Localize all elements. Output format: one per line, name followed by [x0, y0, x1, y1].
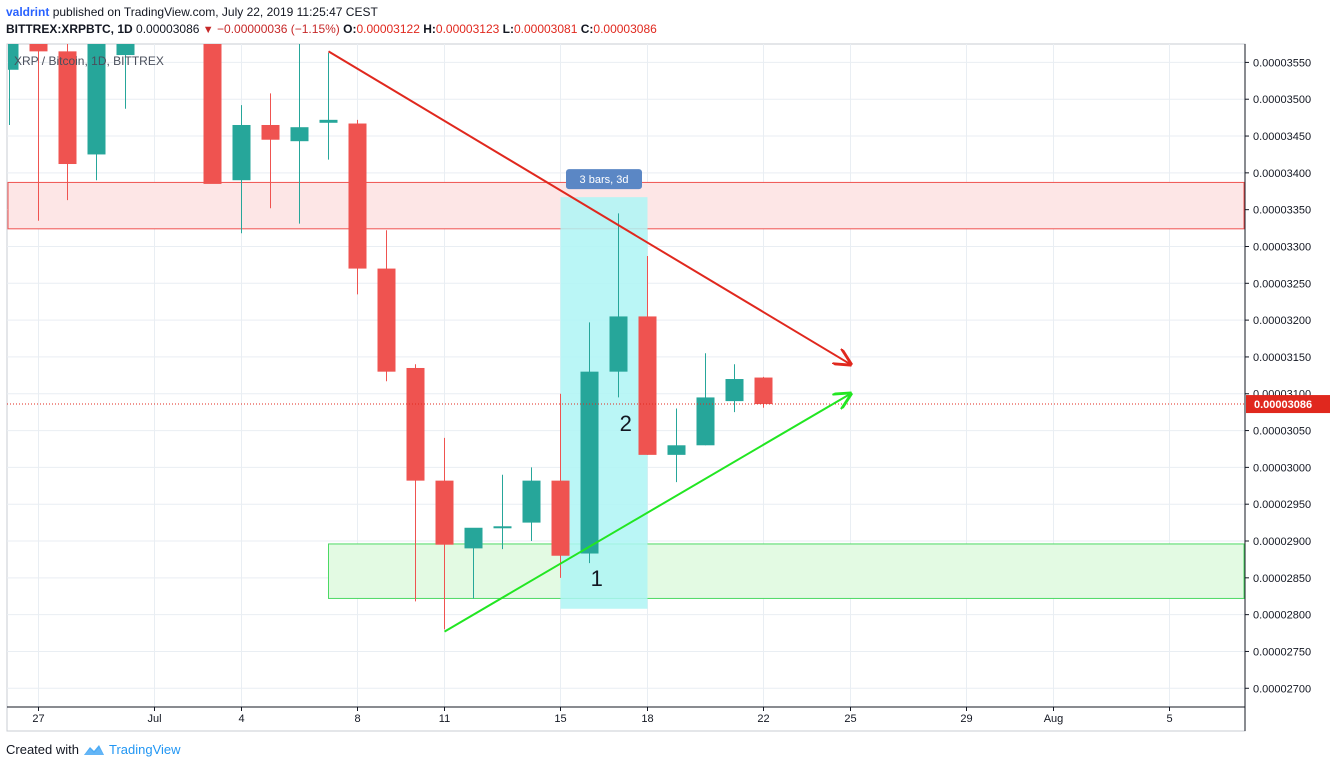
- x-tick-label: 5: [1166, 713, 1172, 725]
- x-tick-label: Aug: [1044, 713, 1064, 725]
- open-label: O:: [343, 22, 357, 36]
- y-tick-label: 0.00003300: [1253, 241, 1311, 253]
- open-value: 0.00003122: [356, 22, 420, 36]
- y-tick-label: 0.00003400: [1253, 168, 1311, 180]
- range-label-box: [566, 169, 642, 190]
- x-tick-label: 22: [757, 713, 769, 725]
- y-tick-label: 0.00002700: [1253, 683, 1311, 695]
- close-label: C:: [580, 22, 594, 36]
- last-price-tag: [1246, 395, 1330, 414]
- candle-down: [261, 124, 280, 140]
- downtrend-line: [327, 50, 851, 364]
- candle-up: [464, 527, 483, 549]
- x-tick-label: 8: [354, 713, 360, 725]
- candle-up: [290, 127, 309, 142]
- candle-up: [667, 445, 686, 455]
- publish-text: published on TradingView.com, July 22, 2…: [52, 5, 378, 19]
- footer: Created with TradingView: [6, 742, 181, 757]
- author-name[interactable]: valdrint: [6, 5, 50, 19]
- ticker-info: BITTREX:XRPBTC, 1D 0.00003086 ▼ −0.00000…: [6, 21, 657, 38]
- candle-up: [87, 44, 106, 155]
- x-tick-label: 11: [439, 713, 450, 725]
- range-label: 3 bars, 3d: [580, 174, 629, 186]
- y-tick-label: 0.00003350: [1253, 205, 1311, 217]
- tradingview-link[interactable]: TradingView: [108, 742, 181, 757]
- candle-down: [406, 367, 425, 481]
- y-tick-label: 0.00003250: [1253, 278, 1311, 290]
- uptrend-line: [443, 394, 851, 633]
- low-value: 0.00003081: [513, 22, 578, 36]
- y-tick-label: 0.00002850: [1253, 573, 1311, 585]
- high-value: 0.00003123: [435, 22, 500, 36]
- candle-up: [8, 44, 19, 70]
- y-tick-label: 0.00003150: [1253, 352, 1311, 364]
- last-price: 0.00003086: [136, 22, 200, 36]
- candle-down: [551, 480, 570, 556]
- created-with-text: Created with: [6, 742, 79, 757]
- down-triangle-icon: ▼: [202, 24, 214, 36]
- x-tick-label: 27: [32, 713, 44, 725]
- symbol: BITTREX:XRPBTC, 1D: [6, 22, 133, 36]
- x-tick-label: Jul: [147, 713, 161, 725]
- trend-lines: 12: [7, 50, 1245, 633]
- candle-down: [348, 123, 367, 269]
- candle-up: [522, 480, 541, 523]
- y-tick-label: 0.00003000: [1253, 462, 1311, 474]
- low-label: L:: [502, 22, 514, 36]
- x-tick-label: 18: [641, 713, 653, 725]
- y-tick-label: 0.00003050: [1253, 426, 1311, 438]
- high-label: H:: [423, 22, 436, 36]
- x-tick-label: 25: [844, 713, 856, 725]
- axes: 0.00002700 0.00002750 0.00002800 0.00002850…: [7, 44, 1330, 731]
- candle-down: [377, 268, 396, 372]
- y-tick-label: 0.00003550: [1253, 57, 1311, 69]
- wave-label-1: 1: [591, 566, 603, 591]
- candle-down: [435, 480, 454, 545]
- tradingview-logo-icon: [83, 744, 104, 755]
- y-tick-label: 0.00003500: [1253, 94, 1311, 106]
- candle-up: [232, 124, 251, 181]
- wave-label-2: 2: [620, 411, 632, 436]
- chart-title: XRP / Bitcoin, 1D, BITTREX: [14, 54, 164, 68]
- y-tick-label: 0.00003450: [1253, 131, 1311, 143]
- candle-up: [609, 316, 628, 372]
- candle-down: [638, 316, 657, 455]
- candle-up: [493, 526, 512, 529]
- publish-info: valdrint published on TradingView.com, J…: [6, 4, 378, 20]
- y-tick-label: 0.00003200: [1253, 315, 1311, 327]
- price-change: −0.00000036 (−1.15%): [217, 22, 340, 36]
- y-tick-label: 0.00002950: [1253, 499, 1311, 511]
- candle-up: [319, 119, 338, 123]
- y-tick-label: 0.00002800: [1253, 610, 1311, 622]
- candles: [8, 44, 773, 630]
- x-tick-label: 4: [238, 713, 244, 725]
- x-tick-label: 29: [960, 713, 972, 725]
- support-zone: [328, 543, 1245, 599]
- candle-up: [580, 371, 599, 554]
- candle-down: [203, 44, 222, 184]
- candle-down: [58, 51, 77, 165]
- candle-up: [116, 44, 135, 56]
- y-tick-label: 0.00002750: [1253, 646, 1311, 658]
- x-tick-label: 15: [554, 713, 566, 725]
- date-range-highlight: [560, 197, 648, 609]
- candle-up: [725, 379, 744, 402]
- last-price-tag-label: 0.00003086: [1254, 399, 1312, 411]
- candle-up: [696, 397, 715, 446]
- candle-down: [754, 377, 773, 405]
- candle-down: [29, 44, 48, 52]
- y-tick-label: 0.00002900: [1253, 536, 1311, 548]
- close-value: 0.00003086: [593, 22, 657, 36]
- zones: 3 bars, 3d: [7, 169, 1245, 609]
